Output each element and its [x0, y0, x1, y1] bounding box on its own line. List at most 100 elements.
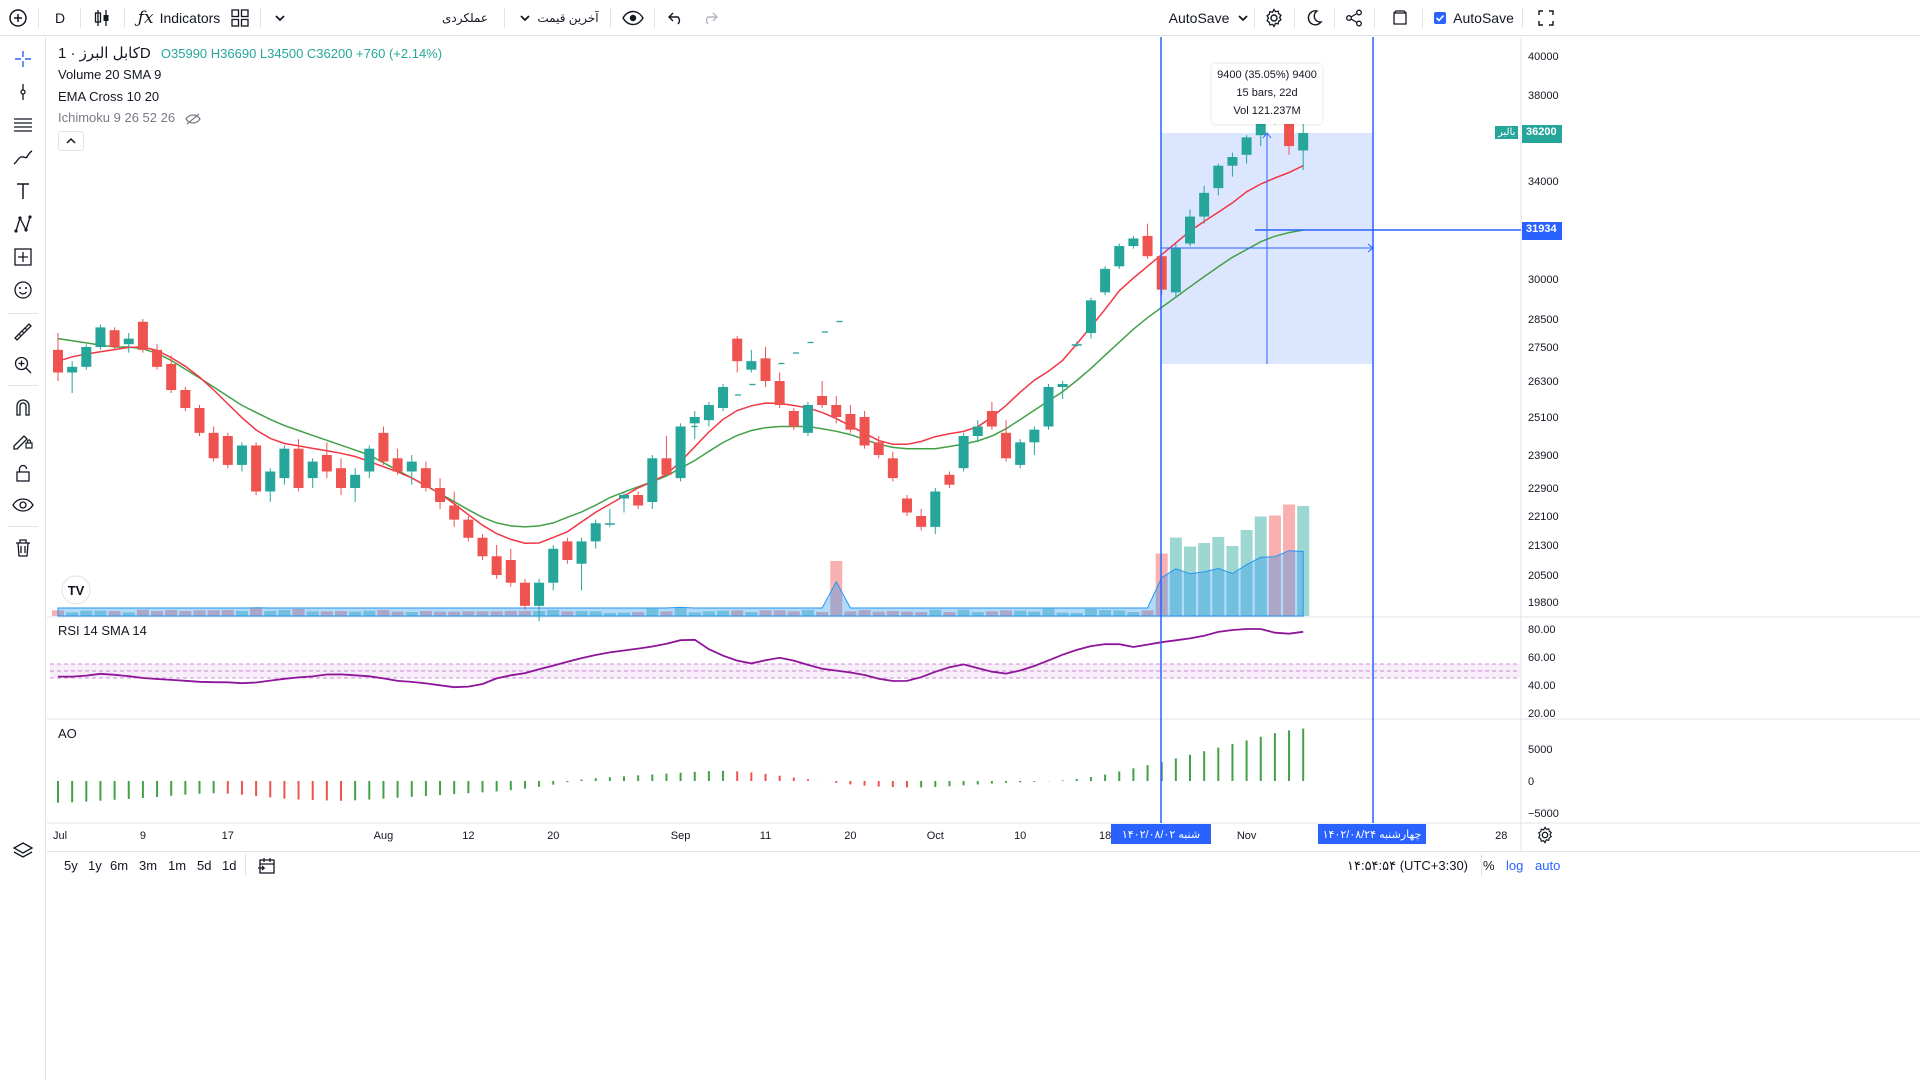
interval-button[interactable]: D	[54, 10, 66, 26]
candle-body	[1142, 235, 1153, 257]
indicators-button[interactable]: ƒx Indicators	[134, 4, 224, 32]
undo-icon[interactable]	[664, 4, 688, 32]
autosave-checkbox[interactable]: AutoSave	[1434, 4, 1514, 32]
mode-label[interactable]: عملکردی	[441, 11, 489, 25]
magnet-icon[interactable]	[9, 393, 37, 421]
eye-icon[interactable]	[620, 4, 646, 32]
lock-icon[interactable]	[9, 459, 37, 487]
range-6m[interactable]: 6m	[110, 858, 129, 873]
auto-toggle[interactable]: auto	[1535, 858, 1561, 873]
lock-drawing-icon[interactable]	[9, 426, 37, 454]
chart-canvas[interactable]: 40000 38000 34000 30000 28500 27500 26300 25100…	[0, 0, 1920, 851]
share-icon[interactable]	[1342, 4, 1366, 32]
snapshot-icon[interactable]	[1388, 4, 1412, 32]
candles-style-icon[interactable]	[90, 4, 114, 32]
range-1y[interactable]: 1y	[88, 858, 102, 873]
volume-bar	[773, 610, 786, 616]
crosshair-icon[interactable]	[9, 45, 37, 73]
pattern-icon[interactable]	[9, 210, 37, 238]
candle-body	[1284, 122, 1295, 147]
volume-bar	[561, 611, 574, 616]
range-5y[interactable]: 5y	[64, 858, 78, 873]
log-toggle[interactable]: log	[1506, 858, 1524, 873]
zoom-in-icon[interactable]	[9, 351, 37, 379]
volume-bar	[1226, 546, 1239, 616]
templates-icon[interactable]	[228, 4, 252, 32]
tradingview-logo[interactable]	[61, 575, 91, 605]
brush-icon[interactable]	[9, 144, 37, 172]
candle-body	[958, 436, 969, 469]
ao-axis-label: −5000	[1528, 808, 1559, 820]
candle-body	[420, 468, 431, 488]
range-1m[interactable]: 1m	[168, 858, 187, 873]
object-tree-icon[interactable]	[9, 837, 37, 865]
ao-label[interactable]: AO	[58, 726, 77, 741]
volume-bar	[292, 609, 305, 616]
candle-body	[137, 321, 148, 350]
add-symbol-icon[interactable]	[6, 4, 30, 32]
function-icon: ƒx	[137, 8, 154, 28]
emoji-icon[interactable]	[9, 276, 37, 304]
volume-bar	[1212, 537, 1225, 616]
candle-body	[491, 556, 502, 575]
rsi-axis-label: 20.00	[1528, 708, 1556, 720]
volume-bar	[759, 610, 772, 616]
projection-icon[interactable]	[9, 243, 37, 271]
redo-icon[interactable]	[698, 4, 722, 32]
price-axis-label: 40000	[1528, 51, 1559, 63]
goto-date-icon[interactable]	[257, 856, 277, 881]
candle-body	[364, 448, 375, 472]
volume-bar	[957, 609, 970, 616]
volume-bar	[250, 608, 263, 616]
settings-gear-icon[interactable]	[1262, 4, 1286, 32]
candle-body	[718, 387, 729, 408]
indicator-volume[interactable]: Volume 20 SMA 9	[58, 67, 162, 82]
range-5d[interactable]: 5d	[197, 858, 212, 873]
volume-bar	[844, 611, 857, 616]
candle-body	[675, 426, 686, 479]
fullscreen-icon[interactable]	[1534, 4, 1558, 32]
autosave-dropdown[interactable]: AutoSave	[1166, 4, 1252, 32]
volume-bar	[66, 612, 79, 616]
ao-histogram	[57, 728, 1305, 803]
symbol-title[interactable]: کابل البرز · 1D	[58, 45, 151, 62]
hidden-eye-icon[interactable]	[184, 113, 201, 125]
indicator-ema-cross[interactable]: EMA Cross 10 20	[58, 89, 160, 104]
chevron-down-icon[interactable]	[270, 4, 290, 32]
price-type-dropdown[interactable]: آخرین قیمت	[514, 4, 604, 32]
ao-axis-label: 5000	[1528, 744, 1552, 756]
volume-bar	[1198, 543, 1211, 616]
candle-body	[590, 523, 601, 542]
ruler-icon[interactable]	[9, 318, 37, 346]
candle-body	[1029, 429, 1040, 443]
fib-lines-icon[interactable]	[9, 111, 37, 139]
candle-body	[109, 330, 120, 347]
visibility-icon[interactable]	[9, 492, 37, 520]
candle-body	[916, 516, 927, 527]
moon-icon[interactable]	[1302, 4, 1326, 32]
trend-line-icon[interactable]	[9, 78, 37, 106]
volume-bar	[1042, 608, 1055, 616]
volume-bar	[985, 611, 998, 616]
volume-bar	[94, 610, 107, 616]
candle-body	[1114, 246, 1125, 267]
indicators-label: Indicators	[159, 10, 221, 26]
volume-bar	[490, 611, 503, 616]
rsi-label[interactable]: RSI 14 SMA 14	[58, 623, 147, 638]
timezone-clock[interactable]: ۱۴:۵۴:۵۴ (UTC+3:30)	[1347, 858, 1468, 873]
text-tool-icon[interactable]	[9, 177, 37, 205]
trash-icon[interactable]	[9, 534, 37, 562]
candle-body	[944, 474, 955, 485]
axis-settings-gear-icon[interactable]	[1536, 826, 1556, 846]
volume-bar	[1000, 610, 1013, 616]
candle-body	[986, 411, 997, 427]
indicator-ichimoku[interactable]: Ichimoku 9 26 52 26	[58, 110, 201, 125]
volume-bar	[1056, 612, 1069, 616]
range-3m[interactable]: 3m	[139, 858, 158, 873]
volume-bar	[391, 611, 404, 616]
divider	[80, 8, 81, 28]
chevron-up-icon	[66, 137, 76, 144]
range-1d[interactable]: 1d	[222, 858, 237, 873]
percent-toggle[interactable]: %	[1483, 858, 1495, 873]
collapse-legend-button[interactable]	[58, 131, 84, 151]
